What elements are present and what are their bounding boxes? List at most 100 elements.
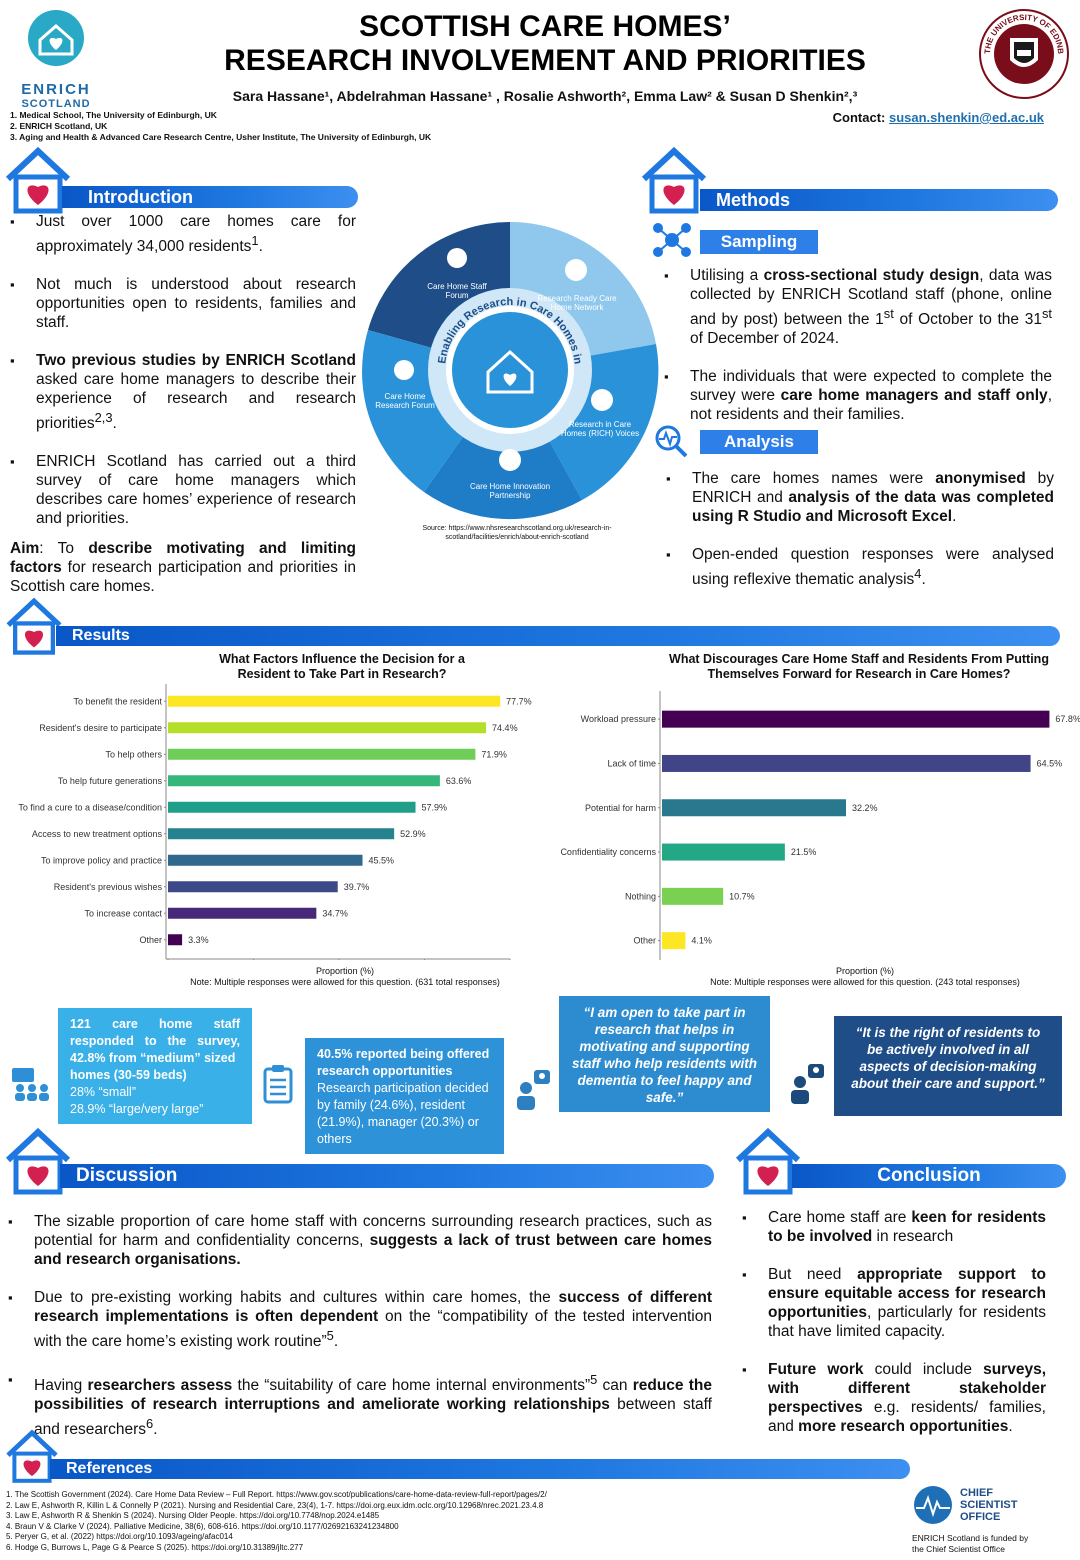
sampling-heading: Sampling	[700, 230, 818, 254]
bar	[662, 844, 785, 861]
cso-globe-icon	[912, 1484, 954, 1526]
bar-value-label: 57.9%	[422, 802, 448, 812]
aim-text: Aim: To describe motivating and limiting…	[10, 539, 356, 596]
category-label: Potential for harm	[585, 803, 656, 813]
conclusion-bullets: Care home staff are keen for residents t…	[742, 1208, 1046, 1455]
analysis-pulse-icon	[654, 424, 688, 458]
person-lightbulb-icon	[514, 1068, 552, 1112]
staff-response-box: 121 care home staff responded to the sur…	[58, 1008, 252, 1124]
conclusion-heading: Conclusion	[792, 1164, 1066, 1188]
chart1-xlabel: Proportion (%)	[290, 966, 400, 976]
discussion-heading: Discussion	[60, 1164, 714, 1188]
discussion-bullet: Having researchers assess the “suitabili…	[8, 1370, 712, 1439]
references-heading: References	[50, 1459, 910, 1479]
enrich-puzzle-graphic: Enabling Research in Care Homes in Scotl…	[360, 220, 660, 520]
bar-value-label: 10.7%	[729, 891, 755, 901]
bar	[168, 749, 475, 760]
funded-by-text: ENRICH Scotland is funded by the Chief S…	[912, 1533, 1042, 1555]
conclusion-bullet: Care home staff are keen for residents t…	[742, 1208, 1046, 1246]
analysis-bullet: The care homes names were anonymised by …	[666, 469, 1054, 526]
conclusion-bullet: But need appropriate support to ensure e…	[742, 1265, 1046, 1341]
quote-box-1: “I am open to take part in research that…	[559, 996, 770, 1112]
bar-value-label: 77.7%	[506, 696, 532, 706]
contact-email-link[interactable]: susan.shenkin@ed.ac.uk	[889, 110, 1044, 125]
enrich-logo: ENRICH SCOTLAND	[10, 6, 102, 98]
methods-heading: Methods	[700, 189, 1058, 211]
chart1-title: What Factors Influence the Decision for …	[196, 652, 488, 682]
bar	[168, 802, 416, 813]
survey-group-icon	[10, 1066, 54, 1102]
category-label: To help others	[105, 749, 162, 759]
bar-value-label: 21.5%	[791, 847, 817, 857]
bar-value-label: 71.9%	[481, 749, 507, 759]
clipboard-icon	[262, 1064, 294, 1104]
lightbulb-icon	[394, 360, 414, 380]
bar-value-label: 64.5%	[1037, 758, 1063, 768]
category-label: Workload pressure	[581, 714, 656, 724]
bar	[662, 888, 723, 905]
university-crest-icon: THE UNIVERSITY OF EDINBURGH	[978, 8, 1070, 100]
quote-box-2: “It is the right of residents to be acti…	[834, 1016, 1062, 1116]
bar-value-label: 39.7%	[344, 882, 370, 892]
puzzle-piece-innovation: Care Home Innovation Partnership	[455, 482, 565, 500]
sampling-bullet: The individuals that were expected to co…	[664, 367, 1052, 424]
bar-value-label: 67.8%	[1055, 714, 1080, 724]
reference-item: 4. Braun V & Clarke V (2024). Palliative…	[6, 1522, 726, 1533]
bar	[168, 934, 182, 945]
cso-logo: CHIEF SCIENTIST OFFICE	[912, 1480, 1072, 1530]
category-label: To improve policy and practice	[41, 855, 162, 865]
research-offer-box: 40.5% reported being offered research op…	[305, 1038, 504, 1154]
bar	[168, 828, 394, 839]
bar	[662, 711, 1049, 728]
chart-discouraging-factors: 0204060Workload pressure67.8%Lack of tim…	[540, 690, 1080, 960]
bar	[168, 881, 338, 892]
intro-bullet: Two previous studies by ENRICH Scotland …	[10, 351, 356, 433]
staff-forum-icon	[447, 248, 467, 268]
bar	[168, 775, 440, 786]
conclusion-bullet: Future work could include surveys, with …	[742, 1360, 1046, 1436]
bar	[662, 932, 685, 949]
category-label: Resident's previous wishes	[54, 882, 163, 892]
bar-value-label: 52.9%	[400, 829, 426, 839]
puzzle-piece-network: Research Ready Care Home Network	[532, 294, 622, 312]
discussion-bullet: Due to pre-existing working habits and c…	[8, 1288, 712, 1351]
puzzle-piece-rich-voices: Research in Care Homes (RICH) Voices	[560, 420, 640, 438]
category-label: Resident's desire to participate	[39, 723, 162, 733]
category-label: To benefit the resident	[73, 696, 162, 706]
chart1-note: Note: Multiple responses were allowed fo…	[150, 977, 540, 987]
analysis-bullets: The care homes names were anonymised by …	[666, 469, 1054, 608]
results-heart-house-icon	[4, 596, 64, 656]
intro-bullets: Just over 1000 care homes care for appro…	[10, 212, 356, 547]
puzzle-piece-research-forum: Care Home Research Forum	[374, 392, 436, 410]
reference-item: 2. Law E, Ashworth R, Killin L & Connell…	[6, 1501, 726, 1512]
affiliations: 1. Medical School, The University of Edi…	[10, 110, 431, 143]
results-heading: Results	[56, 626, 1060, 646]
analysis-heading: Analysis	[700, 430, 818, 454]
category-label: Lack of time	[607, 758, 656, 768]
category-label: Access to new treatment options	[32, 829, 163, 839]
discussion-bullet: The sizable proportion of care home staf…	[8, 1212, 712, 1269]
analysis-bullet: Open-ended question responses were analy…	[666, 545, 1054, 589]
reference-item: 5. Peryer G, et al. (2022) https://doi.o…	[6, 1532, 726, 1543]
category-label: Other	[633, 936, 656, 946]
authors: Sara Hassane¹, Abdelrahman Hassane¹ , Ro…	[150, 88, 940, 104]
bar-value-label: 4.1%	[691, 936, 712, 946]
poster-title: SCOTTISH CARE HOMES’ RESEARCH INVOLVEMEN…	[150, 10, 940, 78]
bar	[168, 908, 316, 919]
chart2-note: Note: Multiple responses were allowed fo…	[665, 977, 1065, 987]
chart2-xlabel: Proportion (%)	[810, 966, 920, 976]
rich-voices-icon	[591, 389, 613, 411]
bar-value-label: 45.5%	[369, 855, 395, 865]
innovation-tree-icon	[499, 449, 521, 471]
intro-bullet: Not much is understood about research op…	[10, 275, 356, 332]
chart2-title: What Discourages Care Home Staff and Res…	[640, 652, 1078, 682]
enrich-heart-house-icon	[10, 6, 102, 76]
university-crest: THE UNIVERSITY OF EDINBURGH	[978, 8, 1070, 100]
bar-value-label: 74.4%	[492, 723, 518, 733]
bar	[662, 755, 1031, 772]
reference-item: 3. Law E, Ashworth R & Shenkin S (2024).…	[6, 1511, 726, 1522]
reference-item: 1. The Scottish Government (2024). Care …	[6, 1490, 726, 1501]
puzzle-piece-staff-forum: Care Home Staff Forum	[422, 282, 492, 300]
puzzle-source: Source: https://www.nhsresearchscotland.…	[412, 524, 622, 542]
reference-item: 6. Hodge G, Burrows L, Page G & Pearce S…	[6, 1543, 726, 1554]
